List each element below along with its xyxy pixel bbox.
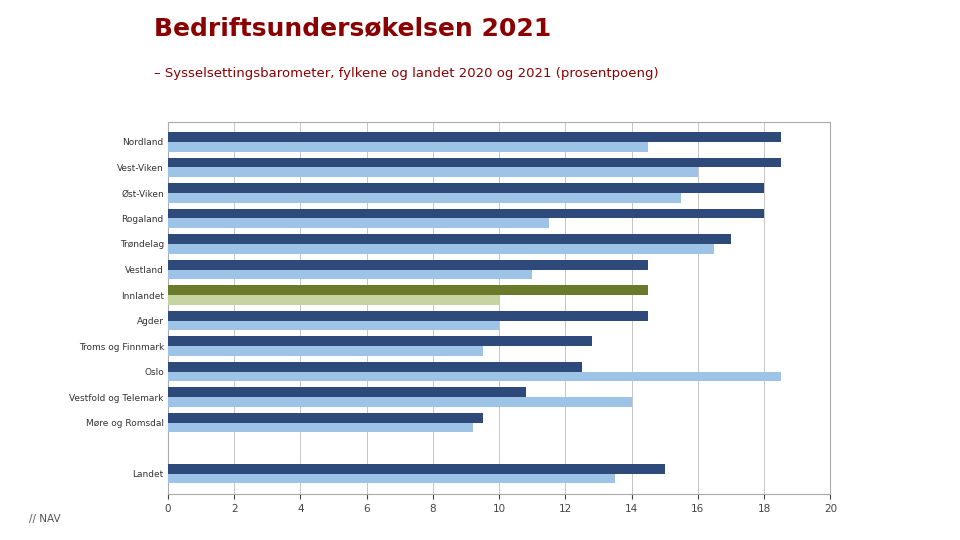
Bar <box>168 346 483 356</box>
Bar <box>168 285 648 295</box>
Bar <box>168 183 764 193</box>
Bar <box>168 397 632 407</box>
Text: Bedriftsundersøkelsen 2021: Bedriftsundersøkelsen 2021 <box>154 16 551 40</box>
Bar <box>168 362 582 372</box>
Bar <box>168 423 472 433</box>
Text: – Sysselsettingsbarometer, fylkene og landet 2020 og 2021 (prosentpoeng): – Sysselsettingsbarometer, fylkene og la… <box>154 68 659 80</box>
Bar <box>168 158 780 167</box>
Bar <box>168 295 499 305</box>
Bar <box>168 321 499 330</box>
Bar <box>168 234 732 244</box>
Bar <box>168 311 648 321</box>
Text: // NAV: // NAV <box>29 514 60 524</box>
Bar <box>168 269 532 279</box>
Bar <box>168 142 648 152</box>
Bar <box>168 387 526 397</box>
Bar <box>168 132 780 142</box>
Bar <box>168 167 698 177</box>
Bar <box>168 260 648 269</box>
Bar <box>168 193 682 202</box>
Bar <box>168 219 549 228</box>
Bar <box>168 209 764 219</box>
Bar <box>168 413 483 423</box>
Bar <box>168 372 780 381</box>
Bar <box>168 474 615 483</box>
Bar <box>168 336 592 346</box>
Bar <box>168 464 664 474</box>
Bar <box>168 244 714 254</box>
